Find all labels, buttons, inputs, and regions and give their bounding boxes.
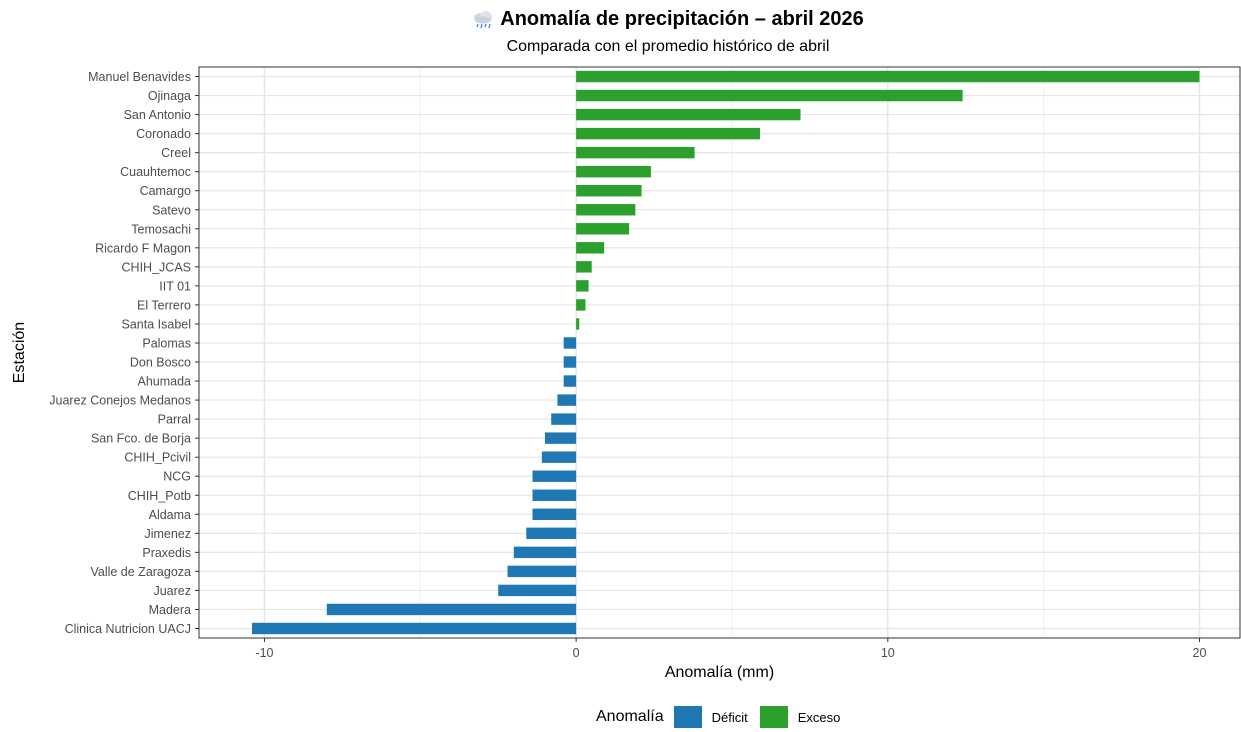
y-tick-label: Ricardo F Magon bbox=[95, 241, 191, 255]
x-tick-label: 0 bbox=[573, 646, 580, 660]
legend-label-deficit: Déficit bbox=[711, 709, 748, 725]
y-tick-label: San Antonio bbox=[124, 108, 191, 122]
y-tick-label: Clinica Nutricion UACJ bbox=[65, 622, 191, 636]
bar bbox=[326, 603, 577, 616]
bar bbox=[576, 223, 630, 235]
legend-title: Anomalía bbox=[596, 708, 664, 725]
bar bbox=[513, 546, 577, 559]
x-axis-title: Anomalía (mm) bbox=[665, 664, 774, 681]
plot-background bbox=[199, 67, 1240, 638]
bar bbox=[541, 451, 577, 463]
bar bbox=[507, 565, 577, 578]
bar bbox=[563, 337, 577, 349]
y-tick-label: CHIH_Potb bbox=[128, 489, 191, 503]
chart-title: Anomalía de precipitación – abril 2026 bbox=[472, 8, 864, 31]
bar bbox=[532, 508, 577, 520]
y-tick-label: Juarez Conejos Medanos bbox=[49, 394, 191, 408]
y-tick-label: Palomas bbox=[142, 336, 191, 350]
y-tick-label: San Fco. de Borja bbox=[91, 432, 191, 446]
chart-subtitle: Comparada con el promedio histórico de a… bbox=[506, 38, 830, 55]
y-tick-label: NCG bbox=[163, 470, 191, 484]
legend-swatch-deficit bbox=[673, 706, 702, 728]
y-tick-label: Temosachi bbox=[131, 222, 191, 236]
y-tick-label: Manuel Benavides bbox=[88, 70, 191, 84]
bar bbox=[576, 299, 586, 311]
y-tick-label: Cuauhtemoc bbox=[120, 165, 191, 179]
bar bbox=[498, 584, 577, 597]
y-tick-label: Ahumada bbox=[137, 375, 191, 389]
y-tick-label: Don Bosco bbox=[130, 356, 191, 370]
bar bbox=[532, 489, 577, 501]
y-tick-label: El Terrero bbox=[137, 298, 191, 312]
plot-border bbox=[198, 66, 1241, 639]
bar bbox=[532, 470, 577, 482]
bar bbox=[576, 127, 761, 140]
y-tick-label: Madera bbox=[149, 603, 191, 617]
chart-title-wrap: Anomalía de precipitación – abril 2026 bbox=[0, 8, 1241, 35]
y-tick-label: Santa Isabel bbox=[122, 317, 192, 331]
bar bbox=[526, 527, 577, 540]
y-tick-label: Praxedis bbox=[142, 546, 191, 560]
x-tick-label: -10 bbox=[255, 646, 273, 660]
bar bbox=[563, 375, 577, 387]
legend: Anomalía Déficit Exceso bbox=[596, 706, 852, 728]
legend-item-exceso: Exceso bbox=[759, 706, 841, 728]
legend-swatch-exceso bbox=[759, 706, 788, 728]
y-tick-label: Jimenez bbox=[144, 527, 191, 541]
bar bbox=[576, 165, 651, 178]
y-tick-label: IIT 01 bbox=[159, 279, 191, 293]
bar bbox=[551, 413, 577, 425]
cloud-rain-icon bbox=[474, 10, 493, 28]
bar bbox=[576, 146, 695, 159]
chart-title-text: Anomalía de precipitación – abril 2026 bbox=[500, 8, 864, 30]
bar bbox=[576, 204, 636, 216]
y-tick-label: Coronado bbox=[136, 127, 191, 141]
y-tick-label: CHIH_Pcivil bbox=[124, 451, 191, 465]
y-tick-label: Ojinaga bbox=[148, 89, 191, 103]
y-axis-title: Estación bbox=[11, 322, 28, 383]
bar bbox=[576, 242, 605, 254]
bar bbox=[576, 318, 580, 330]
y-tick-label: Camargo bbox=[140, 184, 191, 198]
bar bbox=[576, 185, 642, 197]
bar bbox=[576, 261, 592, 273]
bar bbox=[251, 622, 577, 635]
legend-item-deficit: Déficit bbox=[673, 706, 748, 728]
y-tick-label: Creel bbox=[161, 146, 191, 160]
legend-label-exceso: Exceso bbox=[797, 709, 841, 725]
x-tick-label: 10 bbox=[881, 646, 895, 660]
y-tick-label: Juarez bbox=[153, 584, 191, 598]
bar bbox=[563, 356, 577, 368]
bar bbox=[576, 89, 963, 102]
x-tick-label: 20 bbox=[1193, 646, 1207, 660]
y-tick-label: Aldama bbox=[149, 508, 191, 522]
y-tick-label: CHIH_JCAS bbox=[122, 260, 191, 274]
y-tick-label: Satevo bbox=[152, 203, 191, 217]
y-tick-label: Valle de Zaragoza bbox=[90, 565, 191, 579]
chart-canvas: Manuel Benavides Ojinaga San Antonio Corona… bbox=[11, 66, 1241, 681]
bar bbox=[576, 280, 589, 292]
bar bbox=[544, 432, 577, 444]
bar bbox=[576, 108, 801, 121]
y-tick-label: Parral bbox=[158, 413, 191, 427]
bar bbox=[557, 394, 577, 406]
bar bbox=[576, 70, 1200, 83]
